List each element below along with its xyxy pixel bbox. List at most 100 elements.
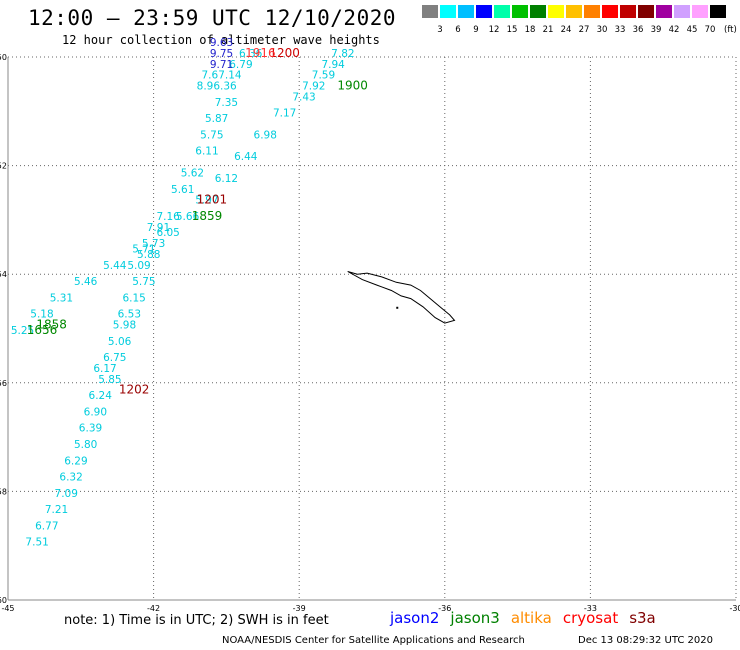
legend-swatch — [458, 5, 474, 18]
wave-height-value: 7.17 — [273, 108, 296, 120]
legend-level-label: 6 — [455, 25, 461, 35]
legend-level-label: 33 — [614, 25, 626, 35]
legend-swatch — [620, 5, 636, 18]
wave-height-value: 7.09 — [55, 488, 78, 500]
legend-level-label: 24 — [560, 25, 572, 35]
wave-height-value: 7.16 — [156, 211, 180, 223]
wave-height-value: 5.87 — [205, 113, 228, 125]
wave-height-value: 5.85 — [98, 374, 121, 386]
pass-time-label: 1202 — [119, 383, 150, 397]
wave-height-value: 6.75 — [103, 352, 126, 364]
map-frame — [7, 57, 736, 601]
wave-height-value: 6.24 — [89, 390, 113, 402]
satellite-key-altika: altika — [510, 609, 552, 627]
wave-height-value: 5.80 — [74, 439, 97, 451]
lat-tick-label: -60 — [0, 596, 7, 605]
wave-height-value: 5.61 — [171, 184, 194, 196]
wave-height-value: 6.17 — [93, 363, 116, 375]
wave-height-value: 5.09 — [127, 260, 150, 272]
legend-swatch — [566, 5, 582, 18]
wave-height-value: 5.71 — [132, 243, 155, 255]
pass-time-label: 1858 — [36, 318, 67, 332]
satellite-key-jason2: jason2 — [390, 609, 440, 627]
wave-height-value: 6.53 — [118, 309, 141, 321]
wave-height-value: 5.62 — [181, 167, 204, 179]
wave-height-value: 7.92 — [302, 81, 325, 93]
page-subtitle: 12 hour collection of altimeter wave hei… — [62, 33, 380, 47]
wave-height-value: 5.73 — [142, 238, 165, 250]
wave-height-value: 7.51 — [25, 537, 48, 549]
pass-time-label: 1200 — [269, 46, 300, 60]
generated-timestamp: Dec 13 08:29:32 UTC 2020 — [578, 635, 713, 646]
wave-height-value: 5.75 — [132, 276, 155, 288]
lat-tick-label: -52 — [0, 162, 7, 171]
satellite-key-s3a: s3a — [629, 609, 656, 627]
wave-height-value: 5.25 — [11, 325, 34, 337]
wave-height-value: 7.59 — [312, 70, 335, 82]
altimeter-tracks: 7.51 6.77 7.21 7.09 6.32 6.29 5.80 6.39 6.90 6.24… — [11, 37, 355, 549]
wave-height-value: 7.67.14 — [202, 70, 242, 82]
color-scale-legend: 3 6 9 12 15 18 21 24 27 30 33 36 39 42 45 70 (ft) — [422, 5, 740, 37]
legend-unit: (ft) — [724, 25, 737, 35]
lon-tick-label: -33 — [584, 604, 597, 613]
lat-tick-label: -58 — [0, 487, 7, 496]
legend-swatch — [584, 5, 600, 18]
wave-height-value: 6.32 — [59, 472, 82, 484]
legend-level-label: 21 — [542, 25, 554, 35]
legend-swatch — [602, 5, 618, 18]
wave-height-value: 5.18 — [30, 309, 53, 321]
legend-swatch — [476, 5, 492, 18]
legend-swatch — [422, 5, 438, 18]
axis-tick-labels: -45 -42 -39 -36 -33 -30 -50 -52 -54 -56 -58 -60 — [0, 53, 740, 613]
wave-height-value: 7.21 — [45, 504, 68, 516]
legend-level-label: 45 — [686, 25, 698, 35]
legend-level-label: 30 — [596, 25, 608, 35]
wave-height-value: 9.75 — [210, 48, 233, 60]
wave-height-value: 7.94 — [321, 59, 345, 71]
wave-height-value: 8.96.36 — [197, 81, 237, 93]
satellite-key-cryosat: cryosat — [562, 609, 619, 627]
wave-height-value: 5.97 — [195, 195, 218, 207]
pass-time-label: 1201 — [197, 193, 228, 207]
wave-height-value: 5.75 — [200, 129, 223, 141]
lat-tick-label: -54 — [0, 270, 7, 279]
legend-level-label: 9 — [473, 25, 479, 35]
legend-level-label: 39 — [650, 25, 662, 35]
legend-swatch — [548, 5, 564, 18]
legend-swatch — [656, 5, 672, 18]
wave-height-value: 5.31 — [50, 292, 73, 304]
wave-height-value: 6.44 — [234, 151, 258, 163]
wave-height-value: 6.36 — [239, 48, 263, 60]
wave-height-value: 6.77 — [35, 520, 58, 532]
wave-height-value: 7.43 — [292, 91, 315, 103]
lat-tick-label: -56 — [0, 379, 7, 388]
legend-swatch — [710, 5, 726, 18]
lon-tick-label: -45 — [1, 604, 14, 613]
page-title: 12:00 — 23:59 UTC 12/10/2020 — [28, 6, 397, 30]
wave-height-value: 6.90 — [84, 406, 107, 418]
lon-tick-label: -36 — [438, 604, 451, 613]
pass-time-label: 1656 — [27, 323, 58, 337]
satellite-key-jason3: jason3 — [450, 609, 500, 627]
wave-height-value: 6.29 — [64, 455, 87, 467]
legend-swatch — [674, 5, 690, 18]
lon-tick-label: -39 — [293, 604, 306, 613]
pass-time-label: 1900 — [337, 79, 368, 93]
legend-level-label: 12 — [488, 25, 500, 35]
legend-level-label: 70 — [704, 25, 716, 35]
legend-level-label: 42 — [668, 25, 680, 35]
legend-level-label: 15 — [506, 25, 518, 35]
legend-level-label: 3 — [437, 25, 443, 35]
islet — [396, 306, 399, 309]
legend-swatch — [512, 5, 528, 18]
wave-height-value: 6.98 — [254, 129, 277, 141]
wave-height-value: 5.06 — [108, 336, 132, 348]
lon-tick-label: -42 — [147, 604, 160, 613]
wave-height-value: 5.88 — [137, 249, 160, 261]
legend-swatch — [494, 5, 510, 18]
lat-tick-label: -50 — [0, 53, 7, 62]
wave-height-value: 6.05 — [156, 227, 179, 239]
